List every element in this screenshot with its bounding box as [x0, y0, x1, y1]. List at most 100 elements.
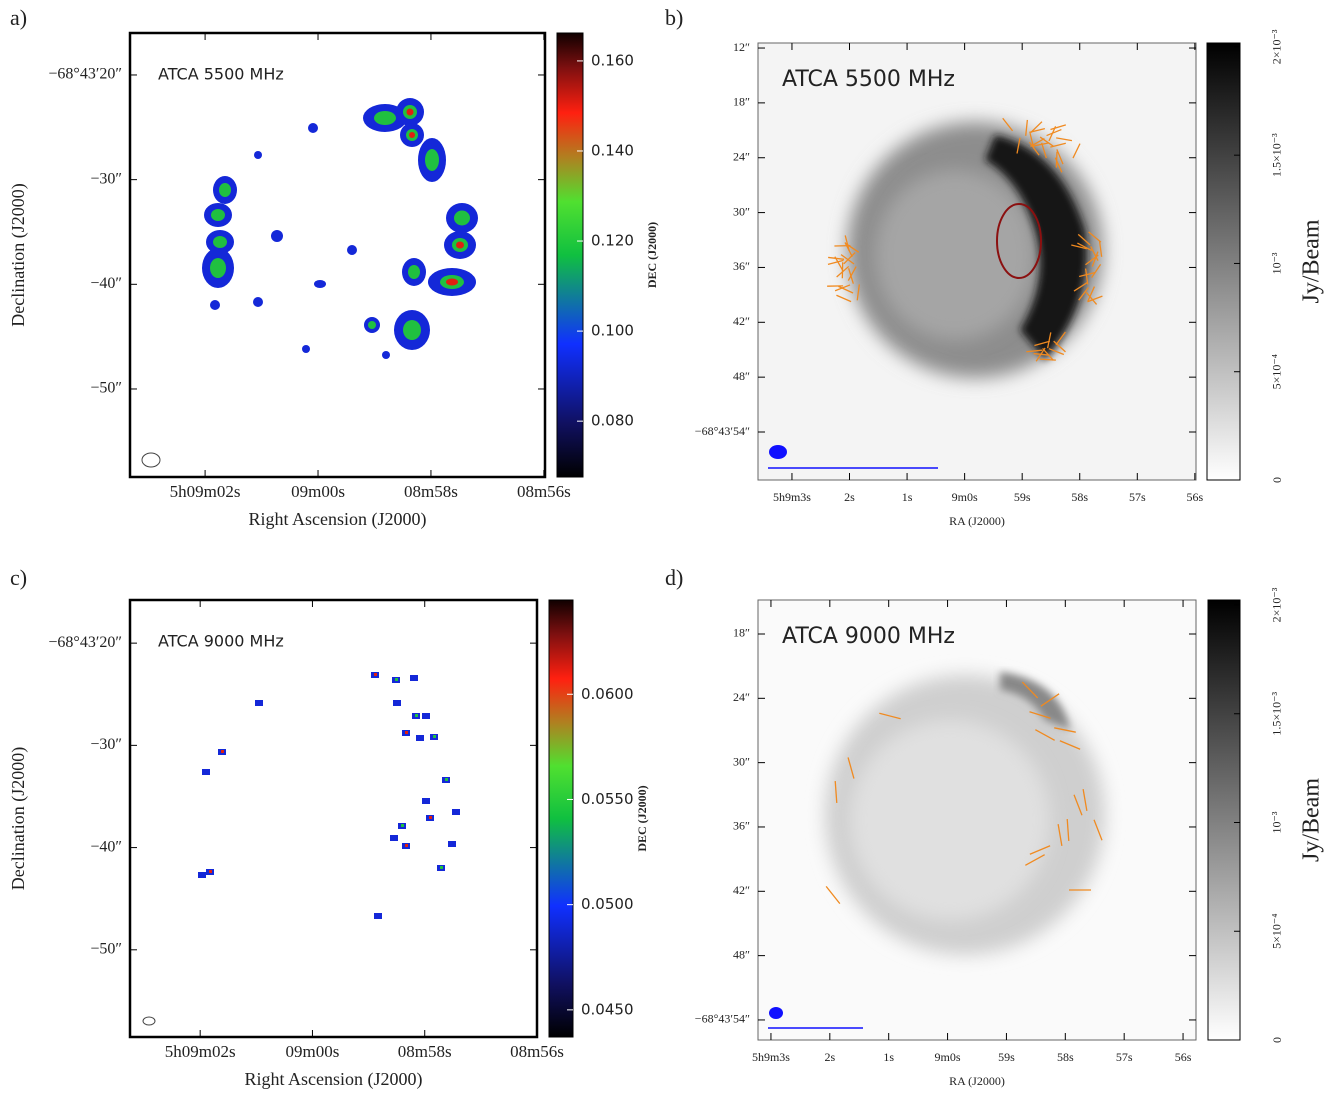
x-tick-label: 5h9m3s — [752, 1050, 790, 1064]
y-tick-label: −40″ — [90, 275, 122, 292]
y-tick-label: 42″ — [733, 883, 750, 897]
frame — [757, 599, 1197, 1041]
colorbar-tick-label: 2×10⁻³ — [1270, 29, 1284, 64]
y-axis-label: Declination (J2000) — [8, 183, 29, 326]
polarisation-vector — [1091, 251, 1099, 267]
polarisation-vector — [836, 294, 852, 303]
polarisation-vector — [1093, 819, 1103, 841]
colorbar-label: DEC (J2000) — [635, 785, 649, 851]
y-tick-label: −68°43′20″ — [48, 634, 122, 651]
emission — [255, 700, 263, 706]
region — [996, 203, 1042, 279]
colorbar-tick-label: 10⁻³ — [1270, 252, 1284, 274]
polarisation-vector — [1077, 233, 1091, 246]
emission-core — [401, 824, 404, 827]
polarisation-vector — [1077, 242, 1092, 252]
x-tick-label: 57s — [1116, 1050, 1133, 1064]
colorbar — [556, 32, 584, 478]
x-tick-label: 08m56s — [510, 1042, 564, 1061]
polarisation-vector — [1025, 119, 1029, 136]
panel: a) ATCA 5500 MHz 5h09m02s 09m00s 08m58s 08m56… — [8, 5, 659, 530]
polarisation-vector — [879, 712, 901, 720]
y-tick-label: −40″ — [90, 838, 122, 855]
polarisation-vector — [1040, 693, 1060, 707]
emission — [382, 351, 390, 359]
panel: d) ATCA 9000 MHz 5h9m3s 2s 1s 9m0s 59s 58s 57s 56… — [665, 565, 1325, 1088]
polarisation-vector — [1079, 271, 1095, 278]
colorbar-tick-label: 10⁻³ — [1270, 811, 1284, 833]
emission-core — [219, 183, 231, 197]
emission — [422, 798, 430, 804]
emission-core — [405, 731, 408, 734]
polarisation-vector — [838, 285, 854, 294]
emission — [202, 769, 210, 775]
emission-core — [209, 870, 212, 873]
polarisation-vector — [1046, 128, 1062, 137]
polarisation-vector — [1026, 349, 1043, 353]
polarisation-vector — [1035, 729, 1055, 741]
colorbar-tick-label: 0.0550 — [581, 790, 634, 808]
x-tick-label: 5h9m3s — [773, 490, 811, 504]
colorbar-label: Jy/Beam — [1299, 219, 1325, 303]
polarisation-vector — [1048, 348, 1065, 356]
colorbar-tick-label: 0.140 — [591, 141, 634, 159]
polarisation-vector — [834, 256, 844, 271]
polarisation-vector — [1029, 132, 1035, 149]
polarisation-vector — [1066, 818, 1070, 842]
polarisation-vector — [1056, 149, 1064, 165]
shell-inner — [850, 720, 1050, 920]
emission-core — [429, 816, 432, 819]
emission — [210, 300, 220, 310]
emission — [410, 675, 418, 681]
emission — [347, 245, 357, 255]
y-tick-label: 18″ — [733, 626, 750, 640]
polarisation-vector — [1039, 136, 1054, 147]
colorbar — [1207, 599, 1241, 1041]
polarisation-vector — [1087, 295, 1103, 303]
emission — [390, 835, 398, 841]
emission-core — [368, 321, 376, 329]
emission-peak — [409, 132, 415, 138]
panel-label: d) — [665, 565, 683, 590]
emission-core — [395, 678, 398, 681]
x-tick-label: 9m0s — [935, 1050, 961, 1064]
emission-core — [374, 673, 377, 676]
emission-core — [374, 111, 396, 125]
polarisation-vector — [1029, 127, 1045, 134]
y-tick-label: −68°43′54″ — [695, 424, 750, 438]
emission — [253, 297, 263, 307]
polarisation-vector — [1050, 124, 1067, 131]
colorbar-tick-label: 0.0500 — [581, 895, 634, 913]
polarisation-vector — [1046, 332, 1052, 349]
emission — [198, 872, 206, 878]
polarisation-vector — [847, 266, 857, 281]
polarisation-vector — [1073, 794, 1083, 816]
polarisation-vector — [1084, 268, 1089, 285]
polarisation-vector — [1088, 231, 1102, 243]
emission-core — [405, 844, 408, 847]
beam — [769, 445, 787, 459]
emission-core — [403, 320, 421, 340]
frame — [128, 31, 547, 479]
colorbar-tick-label: 5×10⁻⁴ — [1270, 914, 1284, 949]
polarisation-vector — [1032, 142, 1049, 147]
x-tick-label: 08m58s — [398, 1042, 452, 1061]
beam — [142, 1016, 156, 1026]
polarisation-vector — [1098, 240, 1103, 257]
x-tick-label: 09m00s — [291, 482, 345, 501]
colorbar-tick-label: 1.5×10⁻³ — [1270, 133, 1284, 177]
panel-label: b) — [665, 5, 683, 30]
frame — [757, 42, 1197, 481]
x-axis-label: RA (J2000) — [949, 1074, 1005, 1088]
y-tick-label: 12″ — [733, 40, 750, 54]
colorbar-tick-label: 0.120 — [591, 232, 634, 250]
x-tick-label: 56s — [1175, 1050, 1192, 1064]
x-tick-label: 1s — [902, 490, 913, 504]
polarisation-vector — [834, 780, 838, 804]
x-tick-label: 2s — [824, 1050, 835, 1064]
emission — [308, 123, 318, 133]
polarisation-vector — [1054, 727, 1076, 733]
beam — [141, 452, 161, 468]
emission-core — [445, 778, 448, 781]
